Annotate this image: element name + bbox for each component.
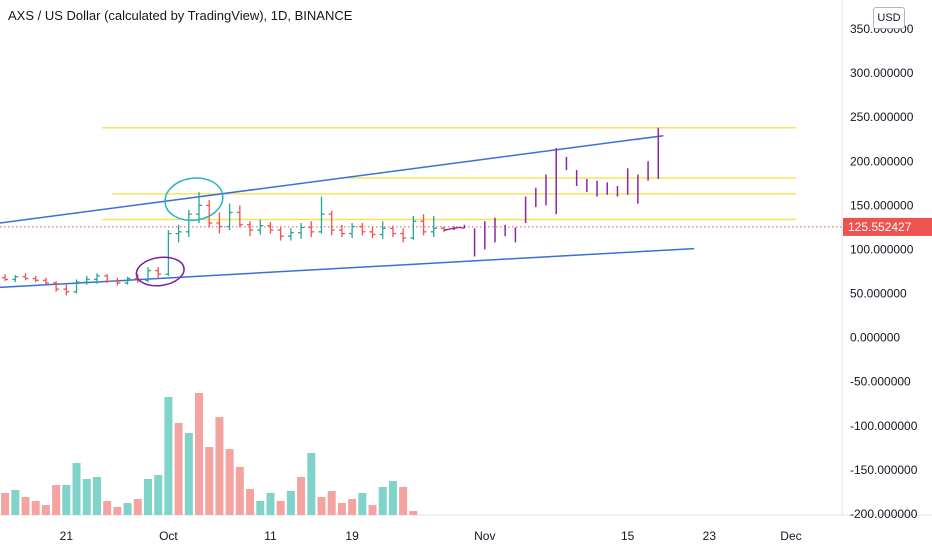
x-tick-label-0: 21: [60, 529, 74, 543]
volume-bar-15: [154, 475, 163, 515]
y-tick-label-8: -50.000000: [850, 375, 911, 389]
y-tick-label-7: 0.000000: [850, 331, 900, 345]
y-tick-label-9: -100.000000: [850, 419, 918, 433]
volume-bar-4: [41, 505, 50, 515]
annotation-circle-teal: [164, 177, 224, 222]
volume-bar-10: [103, 501, 112, 515]
volume-bar-32: [327, 491, 336, 515]
volume-bar-21: [215, 417, 224, 515]
volume-bar-13: [133, 499, 142, 515]
volume-bar-14: [143, 479, 152, 515]
volume-bar-0: [1, 493, 10, 515]
volume-bar-22: [225, 449, 234, 515]
volume-bar-17: [174, 423, 183, 515]
x-tick-label-2: 11: [264, 529, 277, 543]
volume-bar-6: [62, 485, 71, 515]
volume-bar-7: [72, 463, 81, 515]
y-tick-label-5: 100.000000: [850, 242, 914, 256]
y-tick-label-3: 200.000000: [850, 154, 914, 168]
x-tick-label-7: Dec: [780, 529, 801, 543]
volume-bar-36: [368, 505, 377, 515]
volume-bar-37: [378, 487, 387, 515]
volume-bar-33: [337, 503, 346, 515]
last-price-label: 125.552427: [848, 220, 912, 234]
y-tick-label-11: -200.000000: [850, 507, 918, 521]
currency-button[interactable]: USD: [873, 7, 905, 29]
volume-bar-30: [307, 453, 316, 515]
volume-bar-11: [113, 507, 122, 515]
volume-bar-34: [348, 499, 357, 515]
volume-bar-28: [286, 491, 295, 515]
volume-bar-31: [317, 497, 326, 515]
volume-bar-5: [52, 485, 61, 515]
volume-bar-3: [31, 501, 40, 515]
x-tick-label-6: 23: [703, 529, 717, 543]
y-tick-label-6: 50.000000: [850, 287, 907, 301]
volume-bar-27: [276, 501, 285, 515]
chart-title: AXS / US Dollar (calculated by TradingVi…: [8, 8, 353, 23]
x-tick-label-3: 19: [345, 529, 359, 543]
y-tick-label-10: -150.000000: [850, 463, 918, 477]
y-tick-label-4: 150.000000: [850, 198, 914, 212]
x-tick-label-1: Oct: [159, 529, 178, 543]
annotation-circle-purple: [135, 256, 185, 287]
volume-bar-8: [82, 479, 91, 515]
x-tick-label-5: 15: [621, 529, 635, 543]
y-tick-label-2: 250.000000: [850, 110, 914, 124]
volume-bar-1: [11, 490, 20, 515]
volume-bar-20: [205, 447, 214, 515]
trend-line-1: [0, 247, 695, 289]
volume-bar-40: [409, 511, 418, 515]
x-tick-label-4: Nov: [474, 529, 495, 543]
volume-bar-39: [399, 487, 408, 515]
y-tick-label-1: 300.000000: [850, 66, 914, 80]
last-price-tag: [843, 217, 932, 236]
volume-bar-12: [123, 503, 132, 515]
volume-bar-24: [246, 489, 255, 515]
volume-bar-19: [195, 393, 204, 515]
volume-bar-23: [235, 467, 244, 515]
volume-bar-25: [256, 501, 265, 515]
volume-bar-2: [21, 497, 30, 515]
volume-bar-35: [358, 493, 367, 515]
volume-bar-38: [388, 481, 397, 515]
volume-bar-18: [184, 433, 193, 515]
volume-bar-29: [297, 477, 306, 515]
projection-tail: [443, 226, 465, 231]
volume-bar-16: [164, 397, 173, 515]
trend-line-0: [0, 134, 664, 224]
volume-bar-26: [266, 493, 275, 515]
volume-bar-9: [92, 477, 101, 515]
